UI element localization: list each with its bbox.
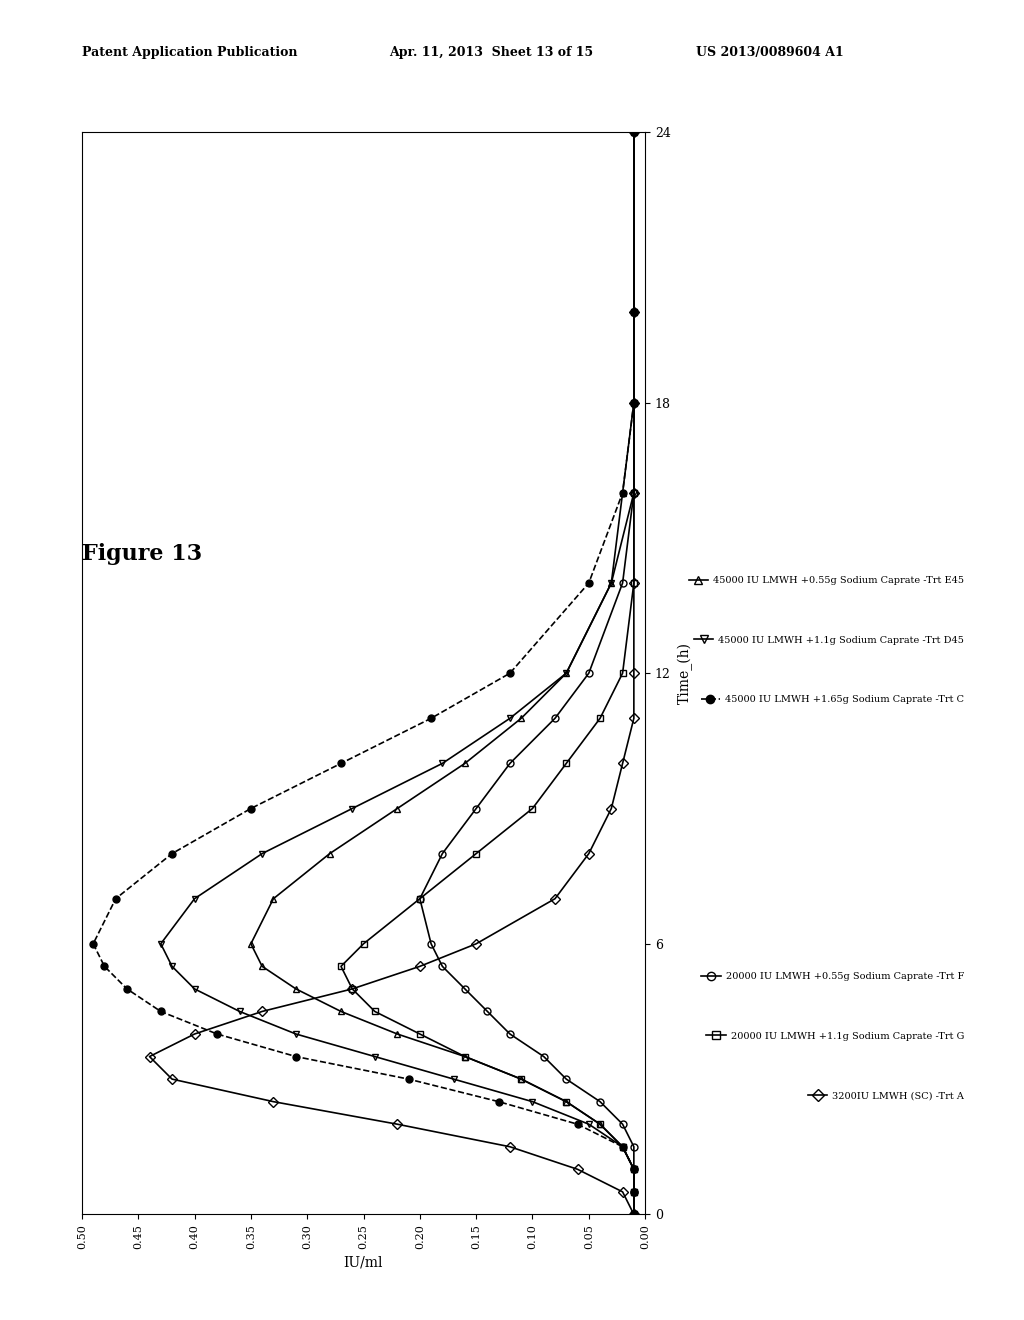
Legend: 45000 IU LMWH +0.55g Sodium Caprate -Trt E45: 45000 IU LMWH +0.55g Sodium Caprate -Trt… bbox=[685, 573, 968, 589]
Text: US 2013/0089604 A1: US 2013/0089604 A1 bbox=[696, 46, 844, 59]
Text: Figure 13: Figure 13 bbox=[82, 544, 202, 565]
Legend: 45000 IU LMWH +1.1g Sodium Caprate -Trt D45: 45000 IU LMWH +1.1g Sodium Caprate -Trt … bbox=[690, 632, 968, 648]
Legend: 20000 IU LMWH +0.55g Sodium Caprate -Trt F: 20000 IU LMWH +0.55g Sodium Caprate -Trt… bbox=[697, 969, 968, 985]
Y-axis label: Time_(h): Time_(h) bbox=[678, 643, 693, 704]
Text: Patent Application Publication: Patent Application Publication bbox=[82, 46, 297, 59]
Legend: 45000 IU LMWH +1.65g Sodium Caprate -Trt C: 45000 IU LMWH +1.65g Sodium Caprate -Trt… bbox=[697, 692, 968, 708]
Legend: 3200IU LMWH (SC) -Trt A: 3200IU LMWH (SC) -Trt A bbox=[804, 1088, 968, 1104]
Legend: 20000 IU LMWH +1.1g Sodium Caprate -Trt G: 20000 IU LMWH +1.1g Sodium Caprate -Trt … bbox=[702, 1028, 968, 1044]
Text: Apr. 11, 2013  Sheet 13 of 15: Apr. 11, 2013 Sheet 13 of 15 bbox=[389, 46, 593, 59]
X-axis label: IU/ml: IU/ml bbox=[344, 1255, 383, 1270]
